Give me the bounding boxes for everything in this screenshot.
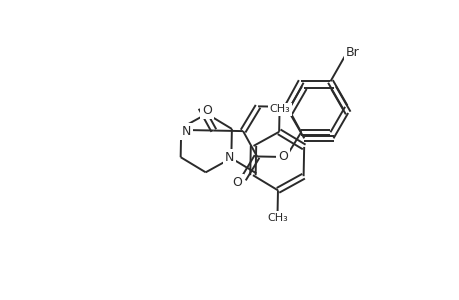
Text: Br: Br [345, 46, 359, 59]
Text: O: O [277, 150, 287, 163]
Text: CH₃: CH₃ [267, 212, 287, 223]
Text: CH₃: CH₃ [269, 104, 289, 114]
Text: N: N [224, 151, 234, 164]
Text: O: O [202, 104, 212, 117]
Text: O: O [232, 176, 242, 189]
Text: N: N [181, 125, 190, 138]
